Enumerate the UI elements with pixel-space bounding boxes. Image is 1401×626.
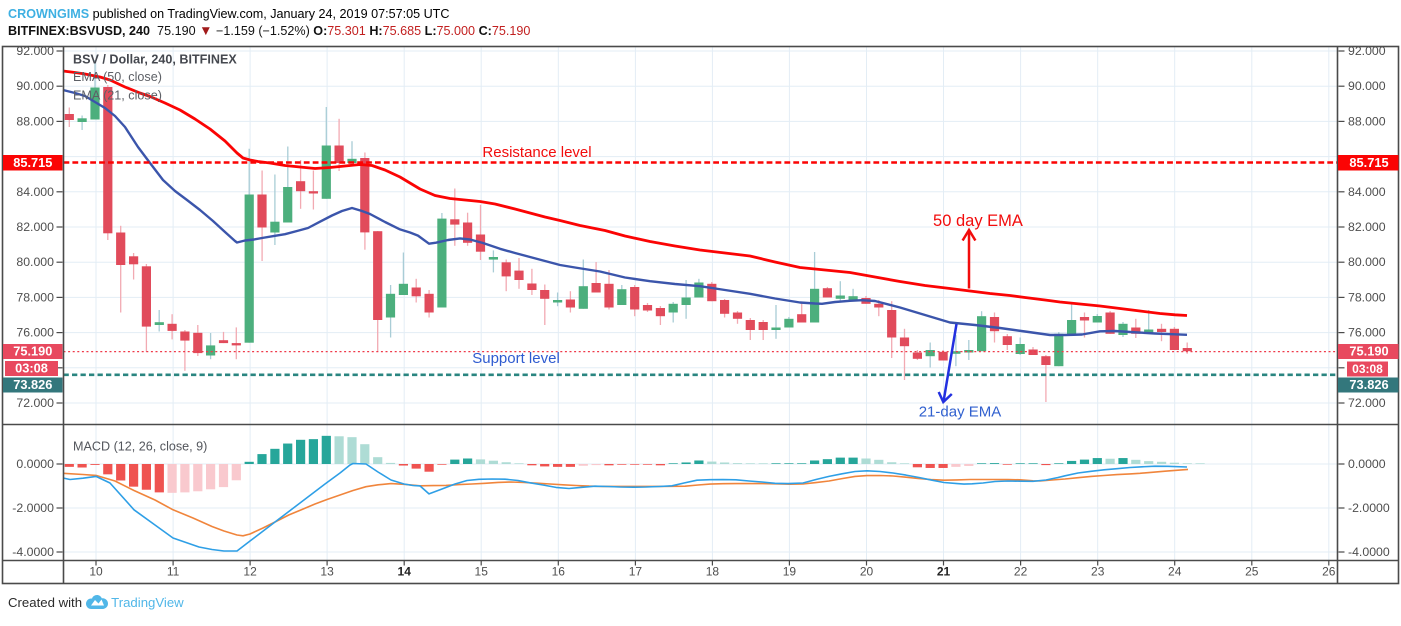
- svg-text:EMA (50, close): EMA (50, close): [73, 70, 162, 84]
- svg-text:73.826: 73.826: [1349, 377, 1388, 392]
- svg-text:17: 17: [629, 565, 643, 579]
- svg-text:18: 18: [706, 565, 720, 579]
- svg-text:26: 26: [1322, 565, 1336, 579]
- svg-text:72.000: 72.000: [16, 396, 54, 410]
- svg-text:22: 22: [1014, 565, 1028, 579]
- svg-text:92.000: 92.000: [16, 44, 54, 58]
- svg-text:EMA (21, close): EMA (21, close): [73, 89, 162, 103]
- svg-text:14: 14: [398, 565, 412, 579]
- svg-text:15: 15: [475, 565, 489, 579]
- svg-text:Resistance level: Resistance level: [482, 144, 591, 161]
- svg-text:19: 19: [783, 565, 797, 579]
- svg-text:88.000: 88.000: [16, 114, 54, 128]
- svg-text:84.000: 84.000: [1348, 185, 1386, 199]
- svg-text:50 day EMA: 50 day EMA: [933, 212, 1023, 230]
- svg-text:0.0000: 0.0000: [1348, 457, 1386, 471]
- svg-text:90.000: 90.000: [16, 79, 54, 93]
- svg-text:21-day EMA: 21-day EMA: [919, 404, 1002, 421]
- svg-text:03:08: 03:08: [15, 361, 48, 376]
- svg-text:20: 20: [860, 565, 874, 579]
- svg-text:25: 25: [1245, 565, 1259, 579]
- svg-text:76.000: 76.000: [16, 326, 54, 340]
- svg-text:90.000: 90.000: [1348, 79, 1386, 93]
- svg-text:85.715: 85.715: [1349, 155, 1388, 170]
- svg-text:78.000: 78.000: [1348, 290, 1386, 304]
- svg-text:75.190: 75.190: [1349, 344, 1388, 359]
- svg-text:84.000: 84.000: [16, 185, 54, 199]
- svg-text:-2.0000: -2.0000: [1348, 501, 1390, 515]
- svg-text:80.000: 80.000: [16, 255, 54, 269]
- svg-text:21: 21: [937, 565, 951, 579]
- svg-text:92.000: 92.000: [1348, 44, 1386, 58]
- svg-text:-4.0000: -4.0000: [12, 545, 54, 559]
- svg-text:76.000: 76.000: [1348, 326, 1386, 340]
- svg-text:10: 10: [89, 565, 103, 579]
- svg-text:85.715: 85.715: [13, 155, 52, 170]
- svg-text:Support level: Support level: [472, 350, 560, 367]
- svg-text:-2.0000: -2.0000: [12, 501, 54, 515]
- svg-text:80.000: 80.000: [1348, 255, 1386, 269]
- svg-text:-4.0000: -4.0000: [1348, 545, 1390, 559]
- svg-text:75.190: 75.190: [13, 344, 52, 359]
- svg-text:12: 12: [243, 565, 257, 579]
- svg-text:03:08: 03:08: [1352, 362, 1383, 376]
- svg-text:11: 11: [167, 565, 180, 579]
- svg-text:73.826: 73.826: [13, 377, 52, 392]
- svg-text:88.000: 88.000: [1348, 114, 1386, 128]
- svg-text:16: 16: [552, 565, 566, 579]
- svg-text:23: 23: [1091, 565, 1105, 579]
- svg-text:MACD (12, 26, close, 9): MACD (12, 26, close, 9): [73, 440, 207, 454]
- svg-text:13: 13: [320, 565, 334, 579]
- svg-text:24: 24: [1168, 565, 1182, 579]
- svg-text:78.000: 78.000: [16, 290, 54, 304]
- svg-text:BSV / Dollar, 240, BITFINEX: BSV / Dollar, 240, BITFINEX: [73, 53, 237, 67]
- svg-text:72.000: 72.000: [1348, 396, 1386, 410]
- svg-text:0.0000: 0.0000: [16, 457, 54, 471]
- svg-text:82.000: 82.000: [1348, 220, 1386, 234]
- svg-text:82.000: 82.000: [16, 220, 54, 234]
